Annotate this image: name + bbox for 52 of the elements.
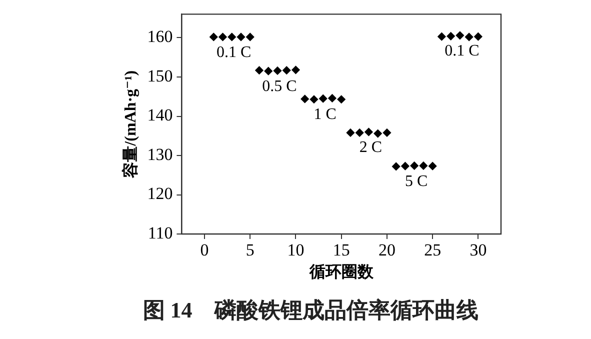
point: [446, 32, 455, 40]
x-tick-label: 5: [246, 240, 254, 260]
y-axis-title: 容量/(mAh·g⁻¹): [120, 70, 140, 179]
x-axis-title: 循环圈数: [308, 263, 374, 282]
point: [282, 66, 291, 74]
y-tick-label: 160: [147, 27, 173, 46]
annotation: 1 C: [314, 106, 336, 123]
annotation: 0.1 C: [444, 42, 480, 60]
annotation: 0.1 C: [216, 44, 252, 62]
point: [292, 66, 300, 74]
point: [228, 32, 236, 42]
y-tick-label: 110: [148, 223, 173, 242]
point: [300, 94, 309, 104]
point: [337, 95, 346, 104]
x-tick-label: 0: [200, 240, 209, 260]
point: [364, 128, 373, 136]
point: [273, 66, 282, 75]
point: [392, 162, 400, 171]
annotation: 2 C: [359, 139, 382, 156]
point: [382, 128, 392, 137]
point: [218, 32, 227, 42]
point: [236, 32, 246, 42]
point: [346, 128, 355, 137]
point: [255, 66, 264, 74]
point: [410, 162, 418, 170]
point: [374, 129, 382, 138]
y-tick-label: 130: [147, 144, 173, 164]
point: [355, 128, 364, 137]
point: [310, 95, 318, 104]
x-tick-label: 25: [424, 240, 442, 260]
x-tick-label: 10: [287, 240, 304, 260]
point: [264, 67, 272, 76]
x-tick-label: 20: [378, 240, 396, 260]
point: [401, 162, 410, 170]
y-tick-label: 150: [147, 66, 173, 86]
point: [456, 31, 464, 40]
point: [328, 94, 336, 102]
point: [319, 94, 328, 103]
point: [464, 32, 474, 42]
point: [428, 162, 437, 170]
point: [419, 162, 428, 170]
x-tick-label: 15: [332, 240, 350, 260]
point: [438, 32, 446, 41]
y-tick-label: 120: [147, 184, 173, 204]
text: 图 14 磷酸铁锂成品倍率循环曲线: [142, 297, 478, 322]
x-tick-label: 30: [470, 240, 487, 260]
y-tick-label: 140: [147, 106, 173, 125]
annotation: 5 C: [404, 172, 428, 190]
point: [210, 32, 218, 42]
point: [246, 32, 254, 42]
annotation: 0.5 C: [262, 78, 297, 95]
point: [474, 32, 482, 41]
